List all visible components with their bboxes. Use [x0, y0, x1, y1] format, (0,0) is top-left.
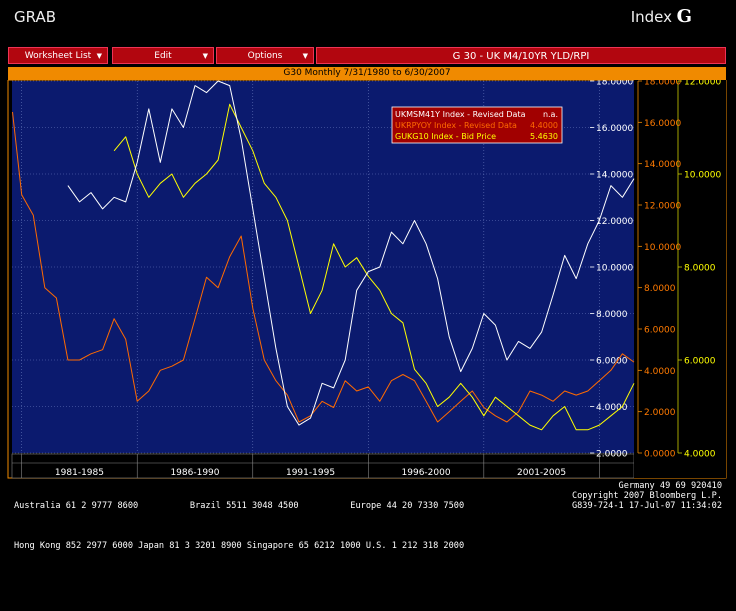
footer-line-3-right: G839-724-1 17-Jul-07 11:34:02: [571, 501, 722, 511]
legend-entry-value: n.a.: [543, 110, 558, 119]
legend-entry-name: UKRPYOY Index - Revised Data: [395, 121, 517, 130]
footer-line-1: Australia 61 2 9777 8600 Brazil 5511 304…: [14, 501, 465, 511]
dropdown-arrow-icon: ▼: [202, 52, 208, 60]
orange-axis-label: 16.0000: [644, 119, 681, 129]
legend-entry-value: 5.4630: [530, 132, 558, 141]
chart-area[interactable]: 1981-1985 1986-1990 1991-1995 1996-2000 2001…: [0, 80, 736, 480]
series-line-yellow: [113, 103, 635, 431]
yellow-axis-label: 4.0000: [684, 450, 716, 460]
orange-axis-label: 2.0000: [644, 408, 676, 418]
white-axis-label: 18.0000: [596, 80, 633, 88]
orange-axis-label: 12.0000: [644, 202, 681, 212]
x-tick-label: 2001-2005: [517, 468, 566, 478]
series-line-white: [67, 80, 635, 426]
white-axis-label: 14.0000: [596, 171, 633, 181]
x-tick-label: 1981-1985: [55, 468, 104, 478]
orange-axis-label: 10.0000: [644, 243, 681, 253]
orange-axis-label: 8.0000: [644, 284, 676, 294]
chart-title: G 30 - UK M4/10YR YLD/RPI: [316, 47, 726, 64]
edit-button[interactable]: Edit ▼: [112, 47, 214, 64]
yellow-axis-label: 6.0000: [684, 357, 716, 367]
legend-entry-value: 4.4000: [530, 121, 558, 130]
footer-line-2: Hong Kong 852 2977 6000 Japan 81 3 3201 …: [14, 541, 465, 551]
yellow-axis-label: 12.0000: [684, 80, 721, 88]
orange-axis-label: 14.0000: [644, 160, 681, 170]
header-bar: GRAB Index G: [0, 0, 736, 44]
white-axis-label: 12.0000: [596, 217, 633, 227]
dropdown-arrow-icon: ▼: [302, 52, 308, 60]
orange-axis-label: 4.0000: [644, 367, 676, 377]
x-tick-label: 1986-1990: [170, 468, 219, 478]
orange-axis-label: 18.0000: [644, 80, 681, 88]
white-axis-label: 4.0000: [596, 403, 628, 413]
orange-axis-label: 0.0000: [644, 450, 676, 460]
dropdown-arrow-icon: ▼: [96, 52, 102, 60]
worksheet-list-label: Worksheet List: [24, 51, 92, 61]
footer: Australia 61 2 9777 8600 Brazil 5511 304…: [14, 481, 726, 611]
market-sector: Index: [630, 8, 672, 26]
screen-name: GRAB: [14, 8, 56, 26]
legend-entry-name: GUKG10 Index - Bid Price: [395, 132, 496, 141]
series-line-orange: [12, 111, 635, 423]
options-label: Options: [247, 51, 283, 61]
white-axis-label: 16.0000: [596, 124, 633, 134]
white-axis-label: 6.0000: [596, 357, 628, 367]
edit-label: Edit: [154, 51, 172, 61]
orange-axis-label: 6.0000: [644, 326, 676, 336]
options-button[interactable]: Options ▼: [216, 47, 314, 64]
yellow-axis-label: 8.0000: [684, 264, 716, 274]
footer-line-1-right: Germany 49 69 920410: [618, 481, 722, 491]
legend-entry-name: UKMSM41Y Index - Revised Data: [395, 110, 526, 119]
x-tick-label: 1996-2000: [402, 468, 451, 478]
white-axis-label: 10.0000: [596, 264, 633, 274]
white-axis-label: 2.0000: [596, 450, 628, 460]
x-axis-band: [11, 453, 635, 479]
menu-bar: Worksheet List ▼ Edit ▼ Options ▼: [8, 47, 726, 64]
white-axis-label: 8.0000: [596, 310, 628, 320]
right-axis-panel: [634, 80, 726, 478]
go-logo[interactable]: G: [676, 6, 692, 27]
worksheet-list-button[interactable]: Worksheet List ▼: [8, 47, 108, 64]
x-tick-label: 1991-1995: [286, 468, 335, 478]
period-label: G30 Monthly 7/31/1980 to 6/30/2007: [8, 67, 726, 80]
yellow-axis-label: 10.0000: [684, 171, 721, 181]
legend-box: [391, 106, 563, 144]
footer-line-2-right: Copyright 2007 Bloomberg L.P.: [571, 491, 722, 501]
